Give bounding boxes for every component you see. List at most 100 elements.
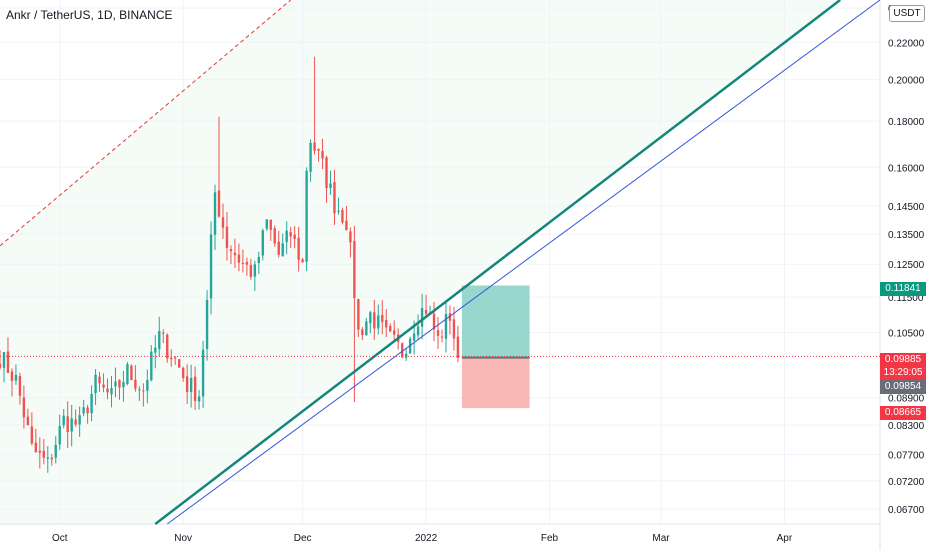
y-tick-label: 0.07200 — [888, 477, 925, 488]
y-tick-label: 0.08300 — [888, 421, 925, 432]
candle-body — [440, 336, 444, 338]
y-tick-label: 0.06700 — [888, 505, 925, 516]
candle-body — [126, 364, 129, 384]
y-tick-label: 0.18000 — [888, 117, 925, 128]
candle-body — [357, 299, 360, 330]
profit-zone — [461, 285, 530, 358]
y-tick-label: 0.16000 — [888, 163, 925, 174]
candle-body — [317, 149, 320, 151]
candle-body — [412, 333, 416, 341]
candle-body — [150, 351, 153, 381]
currency-badge[interactable]: USDT — [889, 5, 925, 22]
candle-body — [30, 426, 34, 444]
candle-body — [420, 308, 424, 327]
candle-body — [205, 299, 209, 350]
candle-body — [142, 390, 145, 392]
candle-body — [74, 419, 77, 425]
candle-body — [389, 326, 392, 332]
candle-body — [154, 347, 157, 353]
candle-body — [353, 240, 356, 298]
candle-body — [2, 351, 6, 368]
candle-body — [257, 256, 261, 264]
last-price-tag: 0.09885 — [880, 353, 926, 367]
candle-body — [10, 371, 14, 381]
main-channel-line — [154, 0, 841, 525]
candle-body — [98, 376, 101, 384]
candle-body — [189, 377, 193, 393]
candle-body — [185, 376, 189, 392]
candle-body — [122, 382, 125, 388]
candle-body — [70, 418, 73, 432]
candle-body — [82, 407, 85, 414]
candle-body — [373, 312, 376, 329]
candle-body — [221, 217, 225, 228]
candle-body — [213, 192, 217, 235]
candle-body — [393, 330, 396, 335]
candle-body — [197, 396, 201, 402]
candle-body — [321, 151, 324, 159]
candle-body — [285, 230, 288, 243]
candle-body — [217, 190, 221, 217]
candle-body — [38, 450, 42, 453]
candle-body — [400, 343, 404, 358]
candle-body — [181, 367, 185, 378]
y-tick-label: 0.22000 — [888, 38, 925, 49]
candle-body — [54, 444, 57, 458]
candle-body — [277, 241, 280, 255]
stop-price-tag: 0.08665 — [880, 406, 926, 420]
candle-body — [233, 252, 237, 256]
candle-body — [94, 374, 97, 393]
target-price-tag: 0.11841 — [880, 282, 926, 296]
candle-body — [245, 262, 249, 265]
candle-body — [341, 210, 344, 223]
candle-body — [166, 334, 169, 359]
candle-body — [130, 365, 133, 381]
x-tick-label: Nov — [174, 533, 192, 544]
candle-body — [237, 254, 241, 263]
x-tick-label: Mar — [652, 533, 670, 544]
candle-body — [158, 331, 161, 349]
x-tick-label: Feb — [541, 533, 559, 544]
candle-body — [62, 415, 65, 426]
candle-body — [281, 243, 284, 257]
candle-body — [273, 228, 276, 244]
candle-body — [261, 230, 264, 256]
entry-price-tag: 0.09854 — [880, 380, 926, 394]
candle-body — [448, 313, 452, 321]
candle-body — [416, 326, 420, 336]
candle-body — [385, 320, 388, 328]
candle-body — [432, 313, 436, 330]
candle-body — [14, 374, 18, 381]
loss-zone — [461, 357, 530, 409]
candle-body — [177, 359, 181, 368]
y-tick-label: 0.12500 — [888, 260, 925, 271]
candle-body — [110, 387, 113, 395]
candle-body — [114, 381, 117, 387]
symbol-title[interactable]: Ankr / TetherUS, 1D, BINANCE — [6, 8, 173, 22]
candle-body — [456, 336, 460, 358]
candle-body — [301, 259, 304, 263]
candle-body — [78, 415, 81, 425]
candle-body — [377, 315, 380, 329]
candle-body — [34, 442, 38, 453]
candle-body — [6, 351, 10, 373]
candle-body — [225, 226, 229, 248]
candle-body — [241, 262, 245, 264]
candle-body — [58, 426, 61, 445]
candle-body — [365, 321, 368, 336]
candle-body — [162, 332, 165, 334]
y-tick-label: 0.14500 — [888, 202, 925, 213]
candle-body — [253, 264, 257, 277]
candle-body — [313, 142, 316, 151]
candle-body — [289, 232, 292, 237]
candle-body — [134, 379, 137, 389]
candle-body — [209, 234, 213, 299]
candle-body — [269, 219, 272, 230]
channel-shading — [0, 0, 880, 524]
candle-body — [229, 249, 233, 252]
x-tick-label: 2022 — [415, 533, 438, 544]
candle-body — [293, 234, 296, 239]
candle-body — [42, 450, 45, 458]
